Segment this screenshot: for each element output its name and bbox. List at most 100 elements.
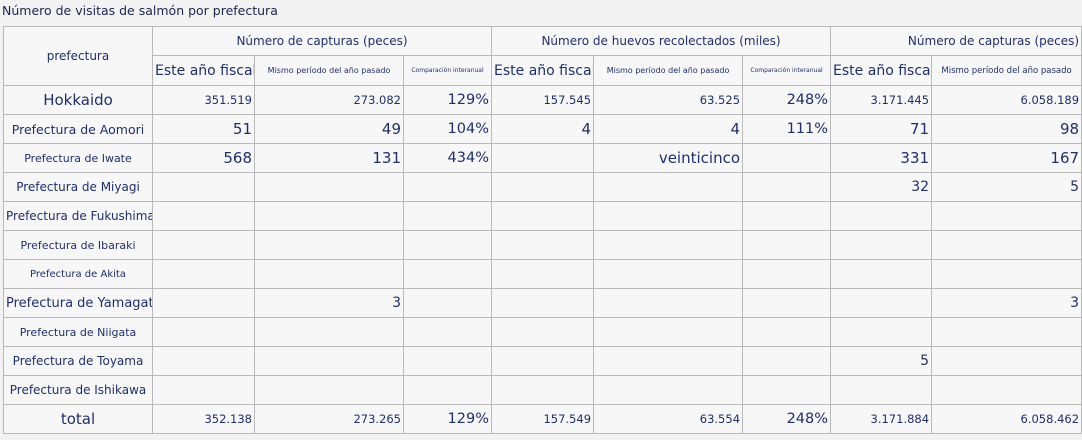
value-cell: 104%	[402, 114, 493, 144]
group-header: Número de huevos recolectados (miles)	[491, 26, 832, 56]
title: Número de visitas de salmón por prefectu…	[2, 3, 278, 18]
empty-cell	[742, 375, 832, 405]
empty-cell	[491, 230, 595, 260]
empty-cell	[152, 201, 255, 231]
empty-cell	[491, 143, 595, 173]
empty-cell	[593, 172, 744, 202]
subheader: Mismo período del año pasado	[593, 55, 744, 86]
empty-cell	[491, 259, 595, 289]
value-cell: 568	[152, 143, 255, 173]
empty-cell	[593, 317, 744, 347]
empty-cell	[152, 172, 255, 202]
value-cell: 3	[254, 288, 404, 318]
empty-cell	[931, 317, 1082, 347]
empty-cell	[830, 288, 933, 318]
empty-cell	[152, 230, 255, 260]
value-cell: 32	[830, 172, 933, 202]
value-cell: 3	[931, 288, 1082, 318]
value-cell: 51	[152, 114, 255, 144]
group-header: Número de capturas (peces)	[830, 26, 1082, 56]
empty-cell	[931, 201, 1082, 231]
value-cell: 434%	[402, 143, 493, 173]
empty-cell	[742, 172, 832, 202]
value-cell: 6.058.462	[931, 404, 1082, 434]
empty-cell	[742, 346, 832, 376]
empty-cell	[742, 288, 832, 318]
table: prefectura Número de capturas (peces) Nú…	[3, 26, 1082, 434]
value-cell: 63.525	[593, 85, 744, 115]
empty-cell	[491, 375, 595, 405]
empty-cell	[254, 172, 404, 202]
empty-cell	[830, 259, 933, 289]
empty-cell	[491, 317, 595, 347]
table-row: Prefectura de Ishikawa	[3, 375, 1082, 405]
subheader: Comparación interanual	[742, 55, 832, 86]
empty-cell	[742, 230, 832, 260]
value-cell: 111%	[742, 114, 832, 144]
prefecture-cell: Prefectura de Ibaraki	[3, 230, 153, 260]
empty-cell	[152, 346, 255, 376]
empty-cell	[830, 317, 933, 347]
table-row: Prefectura de Akita	[3, 259, 1082, 289]
prefecture-cell: Prefectura de Ishikawa	[3, 375, 153, 405]
empty-cell	[593, 375, 744, 405]
table-row: Prefectura de Fukushima	[3, 201, 1082, 231]
empty-cell	[593, 201, 744, 231]
value-cell: 248%	[742, 85, 832, 115]
value-cell: 49	[254, 114, 404, 144]
empty-cell	[931, 346, 1082, 376]
table-row: Prefectura de Iwate 568 131 434% veinticinco…	[3, 143, 1082, 173]
value-cell: 5	[830, 346, 933, 376]
group-header: Número de capturas (peces)	[151, 26, 493, 56]
empty-cell	[402, 259, 493, 289]
empty-cell	[593, 259, 744, 289]
empty-cell	[254, 201, 404, 231]
empty-cell	[254, 346, 404, 376]
prefecture-cell: Prefectura de Yamagata	[3, 288, 153, 318]
empty-cell	[491, 346, 595, 376]
empty-cell	[402, 172, 493, 202]
empty-cell	[593, 346, 744, 376]
value-cell: 167	[931, 143, 1082, 173]
table-row: Prefectura de Yamagata 3 3	[3, 288, 1082, 318]
empty-cell	[742, 317, 832, 347]
empty-cell	[593, 230, 744, 260]
value-cell: 331	[830, 143, 933, 173]
value-cell: 157.549	[491, 404, 595, 434]
prefecture-cell: Prefectura de Aomori	[3, 114, 153, 144]
value-cell: 129%	[402, 404, 493, 434]
empty-cell	[491, 288, 595, 318]
prefecture-cell: Prefectura de Miyagi	[3, 172, 153, 202]
value-cell: 4	[491, 114, 595, 144]
table-row: total 352.138 273.265 129% 157.549 63.554 248%…	[3, 404, 1082, 434]
empty-cell	[254, 375, 404, 405]
empty-cell	[152, 375, 255, 405]
empty-cell	[491, 201, 595, 231]
empty-cell	[742, 143, 832, 173]
prefecture-cell: Prefectura de Iwate	[3, 143, 153, 173]
empty-cell	[402, 346, 493, 376]
value-cell: veinticinco	[593, 143, 744, 173]
table-row: Prefectura de Aomori 51 49 104% 4 4 111% 71 98	[3, 114, 1082, 144]
value-cell: 129%	[402, 85, 493, 115]
prefecture-cell: total	[3, 404, 153, 434]
table-row: Hokkaido 351.519 273.082 129% 157.545 63.525 2…	[3, 85, 1082, 115]
value-cell: 3.171.445	[830, 85, 933, 115]
empty-cell	[931, 259, 1082, 289]
empty-cell	[402, 375, 493, 405]
subheader: Comparación interanual	[402, 55, 493, 86]
empty-cell	[931, 230, 1082, 260]
empty-cell	[742, 259, 832, 289]
empty-cell	[830, 201, 933, 231]
empty-cell	[254, 230, 404, 260]
empty-cell	[402, 288, 493, 318]
subheader: Mismo período del año pasado	[254, 55, 404, 86]
value-cell: 352.138	[152, 404, 255, 434]
value-cell: 157.545	[491, 85, 595, 115]
value-cell: 63.554	[593, 404, 744, 434]
empty-cell	[931, 375, 1082, 405]
empty-cell	[152, 259, 255, 289]
subheader: Este año fiscal	[830, 55, 933, 86]
table-row: Prefectura de Miyagi 32 5	[3, 172, 1082, 202]
